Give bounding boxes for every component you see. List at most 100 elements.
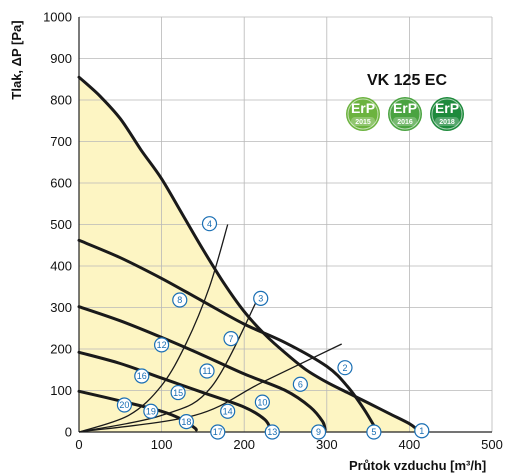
y-tick-label: 200 — [50, 342, 72, 357]
marker-circle — [310, 424, 327, 440]
badge-ring — [431, 98, 463, 130]
operating-point-marker: 11 — [199, 363, 215, 379]
marker-circle — [201, 216, 218, 232]
badge-ring — [389, 98, 421, 130]
marker-label: 10 — [257, 397, 267, 407]
badge-year: 2015 — [355, 119, 371, 126]
marker-label: 5 — [371, 427, 376, 437]
marker-circle — [210, 424, 226, 440]
marker-label: 11 — [202, 366, 211, 376]
y-tick-label: 600 — [50, 176, 72, 191]
marker-label: 2 — [342, 363, 347, 373]
operating-point-marker: 8 — [172, 292, 188, 308]
badge-circle — [346, 97, 380, 131]
marker-label: 20 — [119, 400, 129, 410]
y-tick-label: 500 — [50, 217, 72, 232]
fan-curve — [77, 305, 327, 432]
y-axis-title: Tlak, ΔP [Pa] — [9, 20, 24, 99]
operating-point-marker: 5 — [366, 424, 382, 440]
marker-circle — [253, 290, 269, 306]
badge-label: ErP — [351, 100, 375, 116]
system-curve — [78, 224, 229, 433]
marker-label: 9 — [316, 427, 321, 437]
x-tick-label: 500 — [481, 437, 503, 452]
y-tick-label: 0 — [65, 425, 72, 440]
marker-label: 6 — [298, 379, 303, 389]
badge-circle — [430, 97, 464, 131]
operating-point-marker: 3 — [253, 290, 269, 306]
tick-labels: 0 100 200 300 400 500 600 700 800 900 1000 0 100 200 3… — [43, 10, 503, 453]
y-tick-label: 800 — [50, 93, 72, 108]
marker-circle — [134, 368, 150, 384]
erp-badge: ErP 2016 — [388, 97, 422, 131]
marker-label: 13 — [267, 427, 277, 437]
badge-year: 2018 — [439, 119, 455, 126]
y-tick-label: 100 — [50, 383, 72, 398]
marker-circle — [254, 394, 270, 410]
fan-curves — [77, 75, 420, 432]
fan-curve — [77, 238, 378, 432]
marker-label: 3 — [258, 294, 263, 304]
marker-circle — [220, 403, 236, 419]
operating-point-marker: 20 — [116, 397, 133, 413]
marker-circle — [366, 424, 382, 440]
badge-circle — [388, 97, 422, 131]
marker-circle — [292, 376, 308, 392]
badge-label: ErP — [393, 100, 417, 116]
x-tick-label: 200 — [233, 437, 255, 452]
fan-curve — [77, 75, 420, 432]
marker-label: 4 — [207, 219, 212, 229]
erp-badge: ErP 2015 — [346, 97, 380, 131]
operating-point-marker: 16 — [134, 368, 150, 384]
operating-point-marker: 13 — [264, 424, 280, 440]
operating-point-marker: 6 — [292, 376, 308, 392]
marker-circle — [143, 403, 159, 419]
marker-circle — [337, 360, 353, 376]
marker-label: 7 — [228, 334, 233, 344]
operating-point-marker: 15 — [170, 384, 186, 401]
marker-circle — [170, 384, 186, 401]
badge-label: ErP — [435, 100, 459, 116]
x-tick-label: 300 — [316, 437, 338, 452]
x-axis-title: Průtok vzduchu [m³/h] — [349, 458, 486, 473]
marker-circle — [223, 331, 239, 347]
marker-label: 18 — [181, 417, 191, 427]
operating-point-marker: 9 — [310, 424, 327, 440]
operating-point-marker: 14 — [220, 403, 236, 419]
system-curve — [78, 295, 260, 433]
erp-badges: ErP 2015 ErP 2016 ErP 2018 — [346, 97, 464, 131]
marker-label: 15 — [173, 388, 183, 398]
marker-label: 8 — [177, 295, 182, 305]
operating-point-marker: 17 — [210, 424, 226, 440]
marker-circle — [116, 397, 133, 413]
operating-point-marker: 18 — [178, 414, 194, 430]
marker-label: 1 — [419, 426, 424, 436]
fan-curve — [77, 389, 198, 432]
operating-point-marker: 10 — [254, 394, 270, 410]
grid-overlay — [78, 16, 493, 433]
marker-label: 14 — [223, 406, 233, 416]
x-tick-label: 400 — [399, 437, 421, 452]
y-tick-label: 900 — [50, 51, 72, 66]
marker-label: 19 — [146, 406, 156, 416]
operating-point-marker: 19 — [143, 403, 159, 419]
badge-ring — [347, 98, 379, 130]
marker-circle — [154, 337, 170, 353]
marker-circle — [264, 424, 280, 440]
marker-label: 17 — [213, 427, 223, 437]
x-tick-label: 0 — [75, 437, 82, 452]
y-tick-label: 1000 — [43, 10, 72, 25]
marker-label: 12 — [157, 340, 167, 350]
badge-year-band — [435, 117, 459, 126]
operating-point-marker: 12 — [154, 337, 170, 353]
operating-point-marker: 7 — [223, 331, 239, 347]
y-tick-label: 700 — [50, 134, 72, 149]
badge-year-band — [351, 117, 375, 126]
operating-point-marker: 4 — [201, 216, 218, 232]
x-tick-label: 100 — [151, 437, 173, 452]
fan-curve — [77, 350, 273, 432]
operating-point-marker: 2 — [337, 360, 353, 376]
marker-label: 16 — [137, 371, 147, 381]
